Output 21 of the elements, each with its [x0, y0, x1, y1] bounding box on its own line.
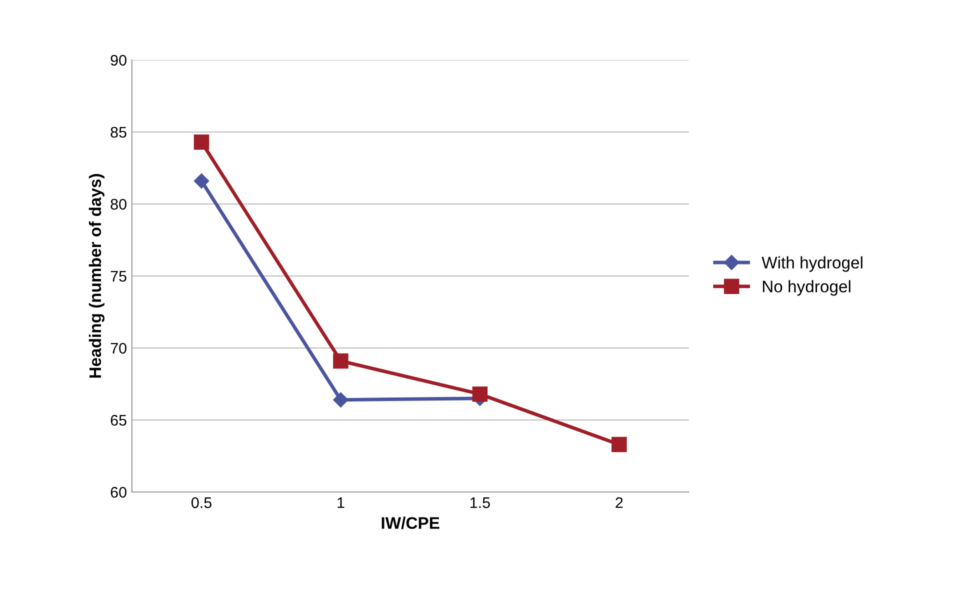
point: [333, 353, 348, 369]
y-tick-label: 70: [110, 342, 126, 354]
y-tick-label: 75: [110, 271, 126, 282]
y-tick-label: 80: [110, 198, 126, 210]
x-axis-title: IW/CPE: [382, 516, 440, 530]
point: [612, 436, 627, 452]
point: [472, 386, 488, 402]
y-axis-title: Heading (number of days): [88, 174, 104, 378]
legend-label: No hydrogel: [762, 280, 850, 296]
x-tick-label: 0.5: [191, 497, 212, 508]
y-tick-label: 90: [110, 54, 126, 66]
y-tick-label: 65: [110, 414, 126, 426]
x-tick-label: 1: [338, 497, 344, 508]
point: [194, 173, 210, 189]
x-tick-label: 1.5: [470, 497, 490, 508]
legend-label: With hydrogel: [762, 256, 862, 272]
point: [333, 392, 348, 408]
point: [194, 134, 210, 150]
y-tick-label: 60: [110, 486, 126, 498]
x-tick-label: 2: [616, 497, 623, 508]
y-tick-label: 85: [110, 126, 126, 138]
